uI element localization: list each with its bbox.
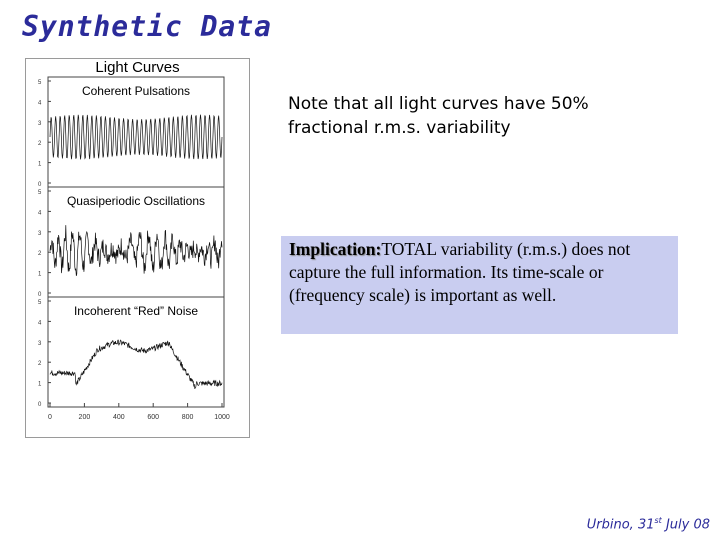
footer-ordinal: st	[654, 515, 662, 525]
y-tick-label: 5	[38, 190, 42, 196]
footer-month: July 08	[661, 517, 710, 532]
light-curves-plot: 5 4 3 2 1 0 Coherent Pulsations 5 4 3 2 1 0 Quasiperi…	[38, 76, 230, 421]
y-tick-label: 1	[38, 272, 42, 278]
panel-frame	[47, 296, 225, 408]
y-tick-label: 0	[38, 292, 42, 298]
y-tick-label: 0	[38, 182, 42, 188]
light-curve-series	[49, 339, 223, 390]
panel-title: Incoherent “Red” Noise	[74, 304, 198, 318]
panel-title: Coherent Pulsations	[82, 84, 190, 98]
y-tick-label: 2	[38, 251, 42, 257]
figure-label: Light Curves	[95, 59, 180, 76]
y-tick-label: 3	[38, 231, 42, 237]
panel-title: Quasiperiodic Oscillations	[67, 194, 205, 208]
slide-title: Synthetic Data	[22, 10, 273, 43]
x-tick-label: 600	[147, 414, 159, 421]
x-tick-label: 0	[48, 414, 52, 421]
light-curve-series	[49, 114, 223, 160]
implication-text: TOTAL variability (r.m.s.) does not capt…	[289, 239, 631, 305]
x-tick-label: 800	[182, 414, 194, 421]
panel-title-bg	[56, 192, 216, 209]
x-tick-label: 200	[79, 414, 91, 421]
footer-place: Urbino, 31	[586, 517, 655, 532]
y-tick-label: 3	[38, 341, 42, 347]
y-tick-label: 5	[38, 300, 42, 306]
footer-date: Urbino, 31st July 08	[587, 516, 710, 532]
x-tick-label: 400	[113, 414, 125, 421]
y-tick-label: 4	[38, 210, 42, 216]
y-tick-label: 2	[38, 361, 42, 367]
x-tick-label: 1000	[214, 414, 230, 421]
light-curve-series	[49, 225, 223, 276]
implication-box: Implication:TOTAL variability (r.m.s.) d…	[281, 236, 678, 334]
light-curves-figure: 5 4 3 2 1 0 Coherent Pulsations 5 4 3 2 1 0 Quasiperi…	[25, 58, 250, 438]
panel-title-bg	[56, 82, 216, 99]
y-tick-label: 4	[38, 100, 42, 106]
rms-note: Note that all light curves have 50% frac…	[288, 94, 589, 138]
y-tick-label: 2	[38, 141, 42, 147]
y-tick-label: 1	[38, 162, 42, 168]
panel-title-bg	[56, 302, 216, 319]
y-tick-label: 3	[38, 121, 42, 127]
y-tick-label: 0	[38, 402, 42, 408]
y-tick-label: 1	[38, 382, 42, 388]
implication-heading: Implication:	[289, 239, 382, 259]
y-tick-label: 4	[38, 320, 42, 326]
y-tick-label: 5	[38, 80, 42, 86]
